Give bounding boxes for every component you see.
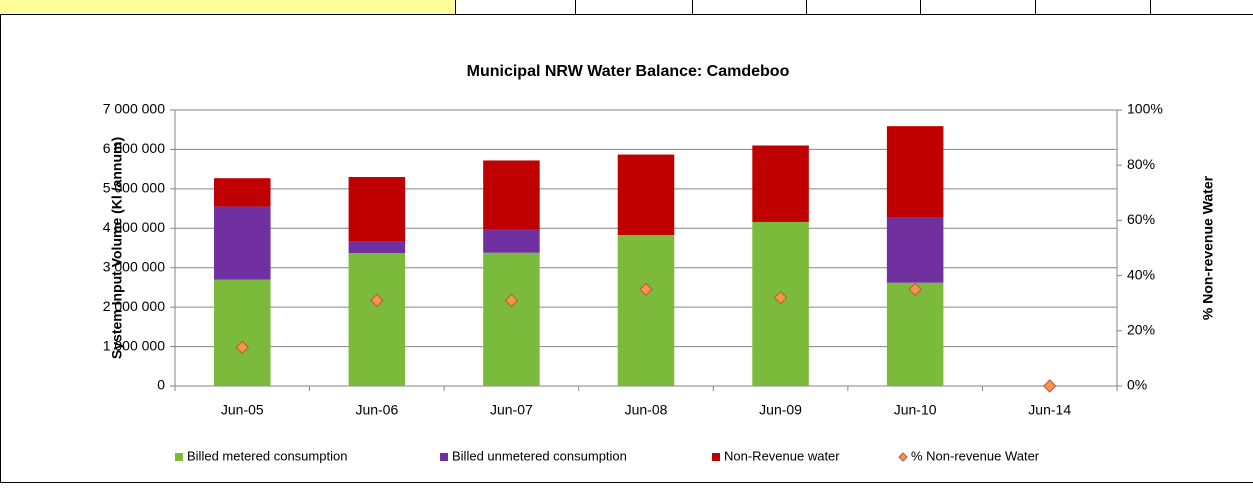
y2-axis-title: % Non-revenue Water [1200,175,1216,320]
bar-segment [886,217,944,283]
bar-segment [752,145,809,222]
bar-segment [617,154,675,235]
y-tick-label: 5 000 000 [103,180,165,196]
legend-swatch [712,453,720,461]
y2-tick-label: 40% [1127,266,1155,282]
marker [773,290,788,305]
x-tick-label: Jun-05 [221,402,264,418]
y2-tick-label: 100% [1127,101,1163,117]
selected-cell [0,0,455,14]
y-tick-label: 0 [157,377,165,393]
y2-tick-label: 80% [1127,156,1155,172]
y2-tick-label: 60% [1127,211,1155,227]
y-tick-label: 4 000 000 [103,219,165,235]
x-tick-label: Jun-10 [894,402,937,418]
sheet-grid [0,0,1253,483]
y-tick-label: 2 000 000 [103,298,165,314]
bar-segment [617,234,675,386]
marker [370,293,384,308]
legend-label: Billed unmetered consumption [452,448,627,463]
y-tick-label: 3 000 000 [103,258,165,274]
marker [908,282,922,297]
x-tick-label: Jun-06 [355,402,398,418]
x-tick-label: Jun-09 [759,402,802,418]
y2-tick-label: 20% [1127,322,1155,338]
bar-segment [348,253,406,386]
y-axis-title: System Input Volume (Kl /annum) [109,137,125,359]
bar-segment [483,229,540,253]
y-tick-label: 1 000 000 [103,337,165,353]
marker [235,340,249,355]
legend-swatch [175,453,183,461]
y-tick-label: 7 000 000 [103,101,165,117]
legend-marker [898,452,908,462]
legend-swatch [440,453,448,461]
legend-label: % Non-revenue Water [911,448,1040,463]
legend-label: Non-Revenue water [724,448,840,463]
y-tick-label: 6 000 000 [103,140,165,156]
bar-segment [214,178,271,207]
x-tick-label: Jun-07 [490,402,533,418]
bar-segment [214,279,271,386]
x-tick-label: Jun-14 [1028,402,1071,418]
bar-segment [483,252,540,386]
legend-label: Billed metered consumption [187,448,347,463]
bar-segment [886,282,944,386]
marker [639,282,653,297]
bar-segment [348,241,406,254]
bar-segment [214,206,271,280]
chart-title: Municipal NRW Water Balance: Camdeboo [467,63,790,80]
x-tick-label: Jun-08 [625,402,668,418]
y2-tick-label: 0% [1127,377,1147,393]
marker [1043,379,1057,393]
bar-segment [348,177,406,242]
marker [504,293,519,308]
bar-segment [886,126,944,218]
bar-segment [483,160,540,230]
